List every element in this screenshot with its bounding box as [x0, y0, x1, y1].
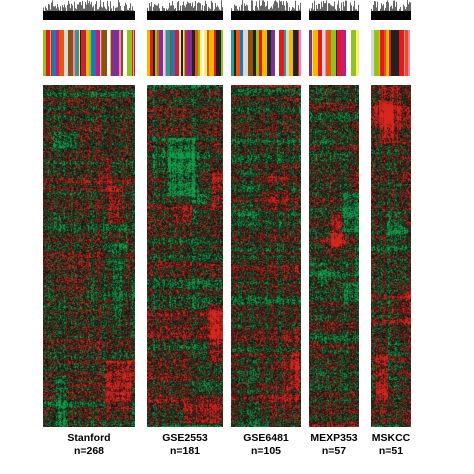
sample-count: n=268 [73, 445, 105, 457]
sample-count: n=181 [169, 445, 201, 457]
sample-dendrogram [309, 0, 359, 20]
dataset-label: MSKCC n=51 [371, 432, 411, 458]
sample-count: n=105 [250, 445, 282, 457]
sample-count: n=51 [378, 445, 404, 457]
dataset-label: Stanford n=268 [43, 432, 135, 458]
sample-color-bar [43, 30, 135, 76]
dataset-name: GSE2553 [162, 432, 208, 444]
sample-color-bar [231, 30, 301, 76]
sample-dendrogram [43, 0, 135, 20]
sample-count: n=57 [321, 445, 347, 457]
sample-color-bar [309, 30, 359, 76]
dataset-label: MEXP353 n=57 [309, 432, 359, 458]
sample-dendrogram [371, 0, 411, 20]
dataset-label: GSE6481 n=105 [231, 432, 301, 458]
dataset-name: GSE6481 [243, 432, 289, 444]
dataset-name: Stanford [67, 432, 111, 444]
sample-color-bar [147, 30, 223, 76]
expression-heatmap [231, 85, 301, 427]
sample-dendrogram [231, 0, 301, 20]
dataset-label: GSE2553 n=181 [147, 432, 223, 458]
sample-color-bar [371, 30, 411, 76]
dataset-name: MSKCC [371, 432, 411, 444]
expression-heatmap [309, 85, 359, 427]
expression-heatmap [371, 85, 411, 427]
expression-heatmap [147, 85, 223, 427]
dataset-name: MEXP353 [310, 432, 358, 444]
sample-dendrogram [147, 0, 223, 20]
expression-heatmap [43, 85, 135, 427]
